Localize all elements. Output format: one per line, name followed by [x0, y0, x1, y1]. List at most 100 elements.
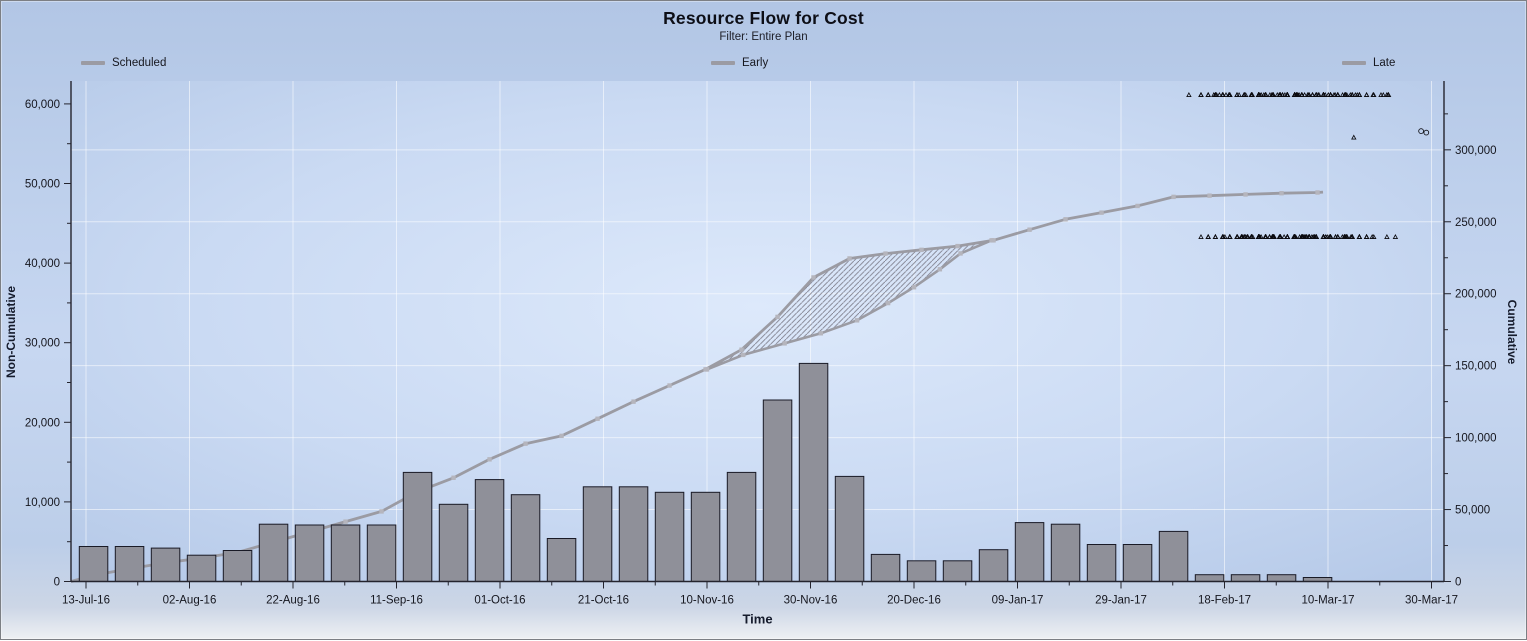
x-tick-label: 30-Mar-17 — [1405, 595, 1458, 607]
scatter-point — [1244, 234, 1250, 240]
scatter-point — [1198, 92, 1204, 98]
scatter-point — [1327, 92, 1334, 98]
curve-marker — [958, 251, 963, 256]
scatter-point — [1234, 234, 1241, 240]
right-tick-label: 0 — [1455, 577, 1461, 589]
x-tick-label: 18-Feb-17 — [1198, 595, 1251, 607]
scatter-point — [1238, 234, 1245, 240]
curve-marker — [989, 238, 994, 243]
x-tick-label: 09-Jan-17 — [992, 595, 1044, 607]
right-tick-label: 250,000 — [1455, 217, 1497, 229]
curve-marker — [1243, 192, 1248, 197]
curve-marker — [451, 475, 456, 480]
scatter-point — [1371, 92, 1377, 98]
legend-label: Early — [742, 57, 769, 69]
curve-marker — [559, 433, 564, 439]
scatter-point — [1363, 92, 1370, 98]
right-tick-label: 150,000 — [1455, 361, 1497, 373]
curve-marker — [595, 416, 600, 421]
scatter-point — [1234, 92, 1240, 98]
scatter-point — [1384, 92, 1390, 98]
x-tick-label: 10-Mar-17 — [1301, 595, 1354, 607]
legend-label: Scheduled — [112, 57, 167, 69]
scatter-circle-point — [1423, 129, 1430, 136]
curve-marker — [343, 519, 348, 524]
legend-item-scheduled: Scheduled — [81, 57, 166, 69]
curve-marker — [523, 441, 528, 446]
curve-marker — [631, 399, 636, 404]
axis-titles: Non-Cumulative Cumulative Time — [4, 286, 1519, 627]
left-tick-label: 0 — [54, 577, 60, 589]
scatter-point — [1315, 92, 1321, 98]
scatter-point — [1263, 92, 1269, 98]
scatter-point — [1291, 234, 1298, 240]
curve-marker — [854, 318, 860, 323]
scatter-point — [1299, 234, 1305, 240]
bar — [546, 538, 577, 582]
curve-marker — [741, 352, 746, 358]
page-title: Resource Flow for Cost — [663, 8, 864, 28]
curve-marker — [739, 347, 744, 352]
risk-scatter-cloud — [1186, 92, 1430, 240]
bar — [870, 553, 901, 583]
x-tick-label: 29-Jan-17 — [1095, 595, 1147, 607]
bar-series — [78, 362, 1333, 583]
curve-marker — [1135, 203, 1140, 209]
left-tick-label: 40,000 — [25, 258, 60, 270]
x-tick-label: 13-Jul-16 — [62, 595, 110, 607]
tick-labels: 0 10,000 20,000 30,000 40,000 50,000 60,000 0 50… — [25, 99, 1497, 607]
curve-marker — [1279, 191, 1284, 196]
bar — [1086, 544, 1117, 582]
scatter-point — [1277, 234, 1283, 240]
bar — [510, 494, 541, 583]
bar — [330, 524, 361, 582]
x-tick-label: 10-Nov-16 — [680, 595, 734, 607]
scatter-point — [1282, 92, 1288, 98]
right-tick-label: 100,000 — [1455, 433, 1497, 445]
curve-marker — [919, 247, 924, 253]
bar — [1050, 523, 1081, 583]
bar — [150, 547, 181, 582]
scatter-point — [1331, 92, 1337, 98]
bar — [402, 471, 433, 582]
bar — [906, 560, 937, 582]
left-tick-label: 20,000 — [25, 417, 60, 429]
right-tick-label: 50,000 — [1455, 505, 1490, 517]
bar — [78, 546, 109, 582]
scatter-point — [1241, 234, 1247, 240]
bar — [438, 503, 469, 582]
scatter-point — [1299, 92, 1305, 98]
scatter-point — [1227, 234, 1233, 240]
scatter-point — [1223, 92, 1229, 98]
scheduled-line-swatch-icon — [81, 61, 105, 65]
curve-marker — [847, 256, 852, 261]
bar — [582, 486, 613, 582]
bar — [1158, 530, 1189, 583]
bar — [1266, 574, 1297, 583]
scatter-point — [1320, 234, 1327, 240]
scatter-point — [1219, 234, 1226, 240]
legend-item-late: Late — [1342, 57, 1395, 69]
scatter-point — [1335, 234, 1341, 240]
scatter-point — [1205, 92, 1211, 98]
scatter-point — [1291, 92, 1298, 98]
curve-marker — [911, 285, 917, 290]
curve-marker — [487, 457, 492, 462]
curve-marker — [667, 383, 672, 388]
scatter-point — [1295, 92, 1301, 98]
x-tick-label: 02-Aug-16 — [163, 595, 217, 607]
scatter-point — [1309, 234, 1315, 240]
scatter-point — [1312, 234, 1318, 240]
left-tick-label: 50,000 — [25, 179, 60, 191]
scatter-point — [1378, 92, 1384, 98]
bar — [114, 546, 145, 582]
scatter-point — [1266, 234, 1273, 240]
curve-marker — [955, 243, 960, 249]
scatter-point — [1284, 92, 1291, 98]
scatter-point — [1384, 234, 1390, 240]
scatter-point — [1309, 92, 1316, 98]
scatter-point — [1356, 92, 1363, 98]
bar — [366, 524, 397, 582]
scatter-point — [1205, 234, 1211, 240]
curve-marker — [1315, 190, 1320, 195]
